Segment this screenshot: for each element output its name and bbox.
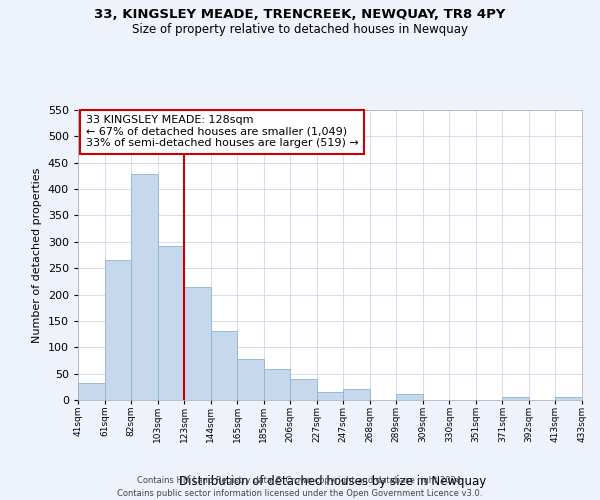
Bar [263, 369, 290, 400]
Bar [397, 394, 423, 400]
Text: Contains HM Land Registry data © Crown copyright and database right 2024.
Contai: Contains HM Land Registry data © Crown c… [118, 476, 482, 498]
Bar [237, 360, 263, 400]
Text: 33, KINGSLEY MEADE, TRENCREEK, NEWQUAY, TR8 4PY: 33, KINGSLEY MEADE, TRENCREEK, NEWQUAY, … [94, 8, 506, 20]
Bar [502, 398, 529, 400]
Bar [556, 398, 582, 400]
Bar [104, 260, 131, 400]
Bar [211, 332, 237, 400]
Bar [343, 390, 370, 400]
Text: Size of property relative to detached houses in Newquay: Size of property relative to detached ho… [132, 22, 468, 36]
Text: Distribution of detached houses by size in Newquay: Distribution of detached houses by size … [179, 474, 487, 488]
Bar [131, 174, 158, 400]
Bar [78, 383, 104, 400]
Bar [184, 286, 211, 400]
Bar [317, 392, 343, 400]
Text: 33 KINGSLEY MEADE: 128sqm
← 67% of detached houses are smaller (1,049)
33% of se: 33 KINGSLEY MEADE: 128sqm ← 67% of detac… [86, 116, 359, 148]
Y-axis label: Number of detached properties: Number of detached properties [32, 168, 42, 342]
Bar [290, 379, 317, 400]
Bar [158, 246, 184, 400]
